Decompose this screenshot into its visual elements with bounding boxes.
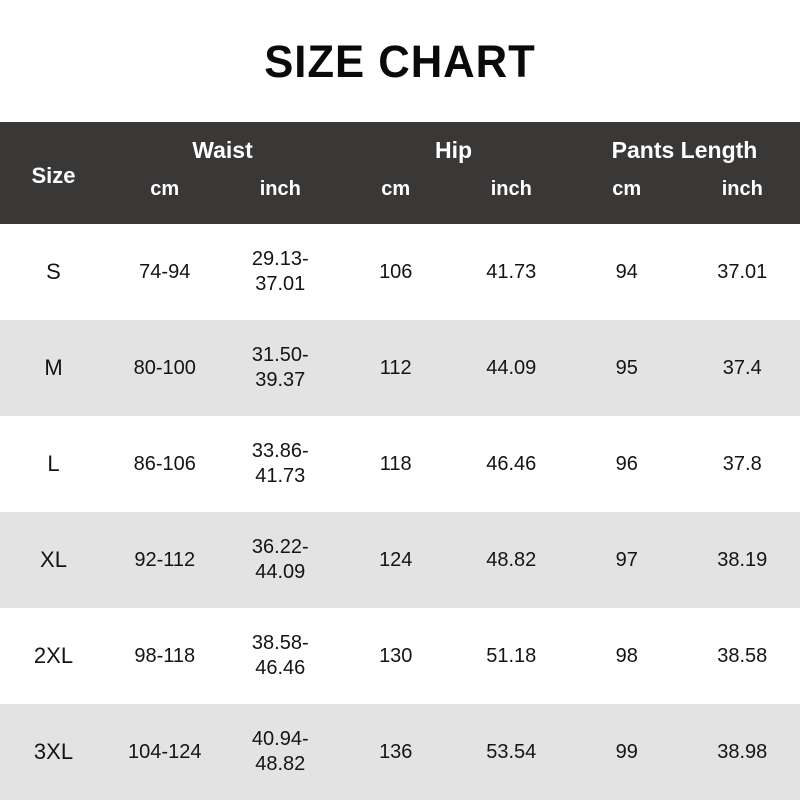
header-unit-hip-cm: cm	[381, 178, 411, 200]
header-size-label: Size	[31, 163, 76, 188]
header-unit-pants-length-inch: inch	[721, 178, 763, 200]
cell-pants-length-cm: 95	[615, 356, 638, 379]
cell-waist-inch: 36.22-44.09	[251, 536, 309, 583]
header-grid: Size Waist Hip Pants Length cm inch cm i…	[0, 122, 800, 224]
cell-hip-cm: 136	[379, 740, 413, 763]
header-group-hip: Hip	[434, 136, 473, 163]
cell-hip-inch: 41.73	[486, 260, 537, 283]
cell-size: 2XL	[33, 643, 74, 669]
cell-hip-inch: 48.82	[486, 548, 537, 571]
cell-pants-length-inch: 38.98	[717, 740, 768, 763]
cell-hip-cm: 124	[379, 548, 413, 571]
cell-hip-inch: 46.46	[486, 452, 537, 475]
cell-waist-cm: 86-106	[133, 452, 196, 475]
cell-waist-cm: 104-124	[128, 740, 202, 763]
cell-waist-cm: 80-100	[133, 356, 196, 379]
cell-waist-cm: 74-94	[139, 260, 191, 283]
cell-size: L	[47, 451, 60, 477]
cell-hip-inch: 44.09	[486, 356, 537, 379]
header-unit-hip-inch: inch	[490, 178, 532, 200]
cell-size: 3XL	[33, 739, 74, 765]
header-group-pants-length: Pants Length	[611, 136, 758, 163]
cell-pants-length-inch: 38.58	[717, 644, 768, 667]
table-row: M 80-100 31.50-39.37 112 44.09 95 37.4	[0, 320, 800, 416]
cell-pants-length-cm: 96	[615, 452, 638, 475]
header-unit-waist-inch: inch	[259, 178, 301, 200]
cell-pants-length-inch: 38.19	[717, 548, 768, 571]
header-unit-pants-length-cm: cm	[612, 178, 642, 200]
cell-pants-length-cm: 94	[615, 260, 638, 283]
cell-hip-inch: 51.18	[486, 644, 537, 667]
cell-size: M	[44, 355, 63, 381]
table-row: L 86-106 33.86-41.73 118 46.46 96 37.8	[0, 416, 800, 512]
cell-waist-inch: 31.50-39.37	[251, 344, 309, 391]
cell-waist-inch: 29.13-37.01	[251, 248, 309, 295]
cell-hip-cm: 118	[379, 452, 412, 475]
table-row: 3XL 104-124 40.94-48.82 136 53.54 99 38.…	[0, 704, 800, 800]
cell-waist-inch: 33.86-41.73	[251, 440, 309, 487]
cell-waist-cm: 92-112	[134, 548, 196, 571]
cell-pants-length-inch: 37.01	[717, 260, 768, 283]
header-group-waist: Waist	[192, 136, 253, 163]
cell-size: S	[46, 259, 61, 285]
cell-pants-length-inch: 37.4	[722, 356, 762, 379]
page-title: SIZE CHART	[264, 35, 536, 87]
cell-pants-length-cm: 98	[615, 644, 638, 667]
table-row: XL 92-112 36.22-44.09 124 48.82 97 38.19	[0, 512, 800, 608]
table-row: 2XL 98-118 38.58-46.46 130 51.18 98 38.5…	[0, 608, 800, 704]
header-unit-waist-cm: cm	[150, 178, 180, 200]
cell-pants-length-inch: 37.8	[722, 452, 762, 475]
cell-size: XL	[40, 547, 67, 573]
cell-pants-length-cm: 97	[615, 548, 638, 571]
cell-waist-inch: 38.58-46.46	[251, 632, 309, 679]
table-body: S 74-94 29.13-37.01 106 41.73 94 37.01 M…	[0, 224, 800, 800]
cell-waist-cm: 98-118	[134, 644, 196, 667]
cell-waist-inch: 40.94-48.82	[251, 728, 309, 775]
title-band: SIZE CHART	[0, 0, 800, 122]
cell-hip-cm: 130	[379, 644, 413, 667]
cell-pants-length-cm: 99	[615, 740, 638, 763]
table-row: S 74-94 29.13-37.01 106 41.73 94 37.01	[0, 224, 800, 320]
table-header: Size Waist Hip Pants Length cm inch cm i…	[0, 122, 800, 224]
cell-hip-inch: 53.54	[486, 740, 537, 763]
cell-hip-cm: 112	[379, 356, 412, 379]
cell-hip-cm: 106	[379, 260, 413, 283]
